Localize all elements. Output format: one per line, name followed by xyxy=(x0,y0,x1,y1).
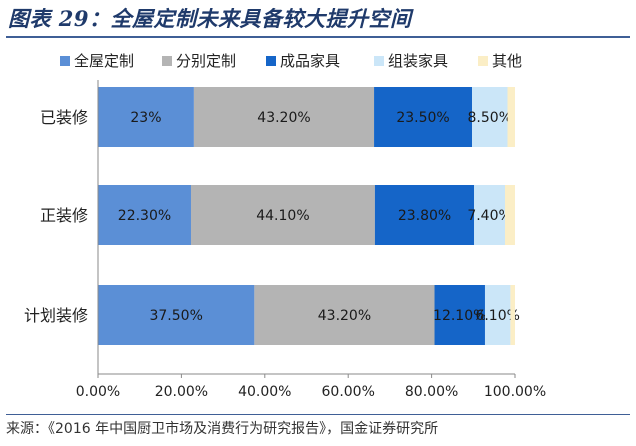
bar-segment-2-4 xyxy=(474,185,505,245)
x-tick-label-2: 20.00% xyxy=(155,384,208,400)
data-label-1-2: 43.20% xyxy=(257,110,310,126)
legend-label-2: 分别定制 xyxy=(176,52,236,70)
data-label-1-1: 23% xyxy=(130,110,161,126)
legend-swatch-5 xyxy=(478,56,488,66)
legend-swatch-2 xyxy=(162,56,172,66)
bar-segment-3-2 xyxy=(254,285,435,345)
chart-legend: 全屋定制 分别定制 成品家具 组装家具 其他 xyxy=(60,52,522,70)
source-divider xyxy=(6,414,630,415)
x-axis: 0.00% 20.00% 40.00% 60.00% 80.00% 100.00% xyxy=(76,80,546,400)
bar-segment-2-1 xyxy=(98,185,191,245)
bar-segment-3-1 xyxy=(98,285,255,345)
bar-segment-1-2 xyxy=(193,87,375,147)
legend-label-3: 成品家具 xyxy=(280,52,340,70)
category-label-3: 计划装修 xyxy=(24,306,88,325)
bar-segment-2-2 xyxy=(190,185,375,245)
bar-segment-1-4 xyxy=(472,87,508,147)
bar-segment-1-1 xyxy=(98,87,194,147)
data-label-3-4: 6.10% xyxy=(475,308,519,324)
bar-segment-3-5 xyxy=(510,285,515,345)
bar-segment-2-5 xyxy=(504,185,515,245)
data-label-3-1: 37.50% xyxy=(149,308,202,324)
legend-swatch-1 xyxy=(60,56,70,66)
x-tick-label-1: 0.00% xyxy=(76,384,120,400)
figure-title: 图表 29：全屋定制未来具备较大提升空间 xyxy=(8,6,412,31)
x-tick-label-5: 80.00% xyxy=(405,384,458,400)
bar-segment-3-4 xyxy=(484,285,511,345)
data-label-1-3: 23.50% xyxy=(396,110,449,126)
x-tick-label-6: 100.00% xyxy=(484,384,546,400)
data-label-3-3: 12.10% xyxy=(433,308,486,324)
title-divider xyxy=(6,36,630,38)
x-tick-label-3: 40.00% xyxy=(238,384,291,400)
legend-label-1: 全屋定制 xyxy=(74,52,134,70)
legend-label-5: 其他 xyxy=(492,52,522,70)
legend-swatch-4 xyxy=(374,56,384,66)
bar-segment-3-3 xyxy=(434,285,485,345)
data-label-1-4: 8.50% xyxy=(468,110,512,126)
bar-segment-1-3 xyxy=(374,87,473,147)
category-label-2: 正装修 xyxy=(40,206,88,225)
data-label-2-4: 7.40% xyxy=(467,208,511,224)
category-label-1: 已装修 xyxy=(40,108,88,127)
legend-label-4: 组装家具 xyxy=(388,52,448,70)
data-label-2-3: 23.80% xyxy=(398,208,451,224)
bar-segment-2-3 xyxy=(374,185,475,245)
bar-segment-1-5 xyxy=(507,87,515,147)
stacked-bar-chart: 全屋定制 分别定制 成品家具 组装家具 其他 23% 43.20% 23.50% 8.50%2… xyxy=(24,52,546,400)
x-tick-label-4: 60.00% xyxy=(322,384,375,400)
data-label-3-2: 43.20% xyxy=(318,308,371,324)
data-label-2-2: 44.10% xyxy=(256,208,309,224)
chart-bars: 23% 43.20% 23.50% 8.50% 22.30% 44.10% 23.80% 7.… xyxy=(98,87,520,345)
data-label-2-1: 22.30% xyxy=(118,208,171,224)
legend-swatch-3 xyxy=(266,56,276,66)
source-note: 来源：《2016 年中国厨卫市场及消费行为研究报告》，国金证券研究所 xyxy=(6,421,439,437)
